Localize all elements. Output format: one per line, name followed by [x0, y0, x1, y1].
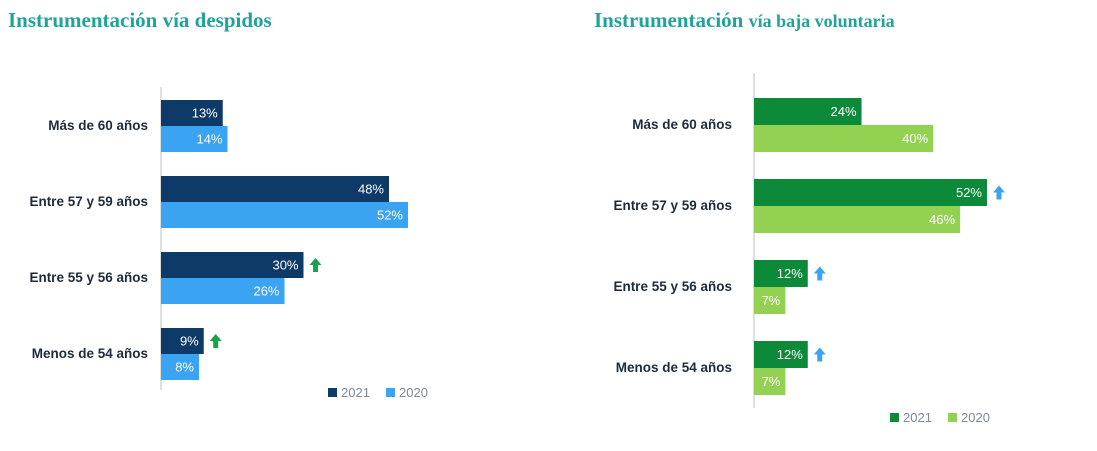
bar-2020-menos-de-54-anos	[161, 354, 199, 380]
bar-2020-entre-55-y-56-anos	[161, 278, 285, 304]
value-label-2021-entre-55-y-56-anos: 30%	[272, 258, 298, 273]
increase-arrow-icon-entre-55-y-56-anos	[309, 258, 322, 272]
value-label-2020-mas-de-60-anos: 40%	[902, 131, 928, 146]
value-label-2020-menos-de-54-anos: 8%	[175, 360, 194, 375]
bar-2021-entre-57-y-59-anos	[754, 179, 987, 206]
bar-2020-entre-57-y-59-anos	[161, 202, 408, 228]
bar-2020-mas-de-60-anos	[161, 126, 228, 152]
category-label-mas-de-60-anos: Más de 60 años	[632, 117, 732, 132]
value-label-2020-entre-57-y-59-anos: 52%	[377, 208, 403, 223]
chart-title-baja-suffix: vía baja voluntaria	[748, 11, 895, 31]
bar-2021-menos-de-54-anos	[754, 341, 808, 368]
value-label-2020-entre-57-y-59-anos: 46%	[929, 212, 955, 227]
legend-label-2021: 2021	[341, 385, 370, 400]
category-label-entre-57-y-59-anos: Entre 57 y 59 años	[613, 198, 732, 213]
value-label-2021-entre-57-y-59-anos: 52%	[956, 185, 982, 200]
increase-arrow-icon-menos-de-54-anos	[209, 334, 222, 348]
value-label-2021-menos-de-54-anos: 9%	[180, 334, 199, 349]
category-label-menos-de-54-anos: Menos de 54 años	[616, 360, 732, 375]
bar-2020-mas-de-60-anos	[754, 125, 934, 152]
bar-2021-mas-de-60-anos	[161, 100, 223, 126]
value-label-2021-entre-57-y-59-anos: 48%	[358, 182, 384, 197]
category-label-menos-de-54-anos: Menos de 54 años	[32, 346, 148, 361]
bar-2021-entre-55-y-56-anos	[754, 260, 808, 287]
bar-2020-menos-de-54-anos	[754, 368, 786, 395]
increase-arrow-icon-entre-55-y-56-anos	[813, 266, 826, 281]
bar-2021-mas-de-60-anos	[754, 98, 862, 125]
legend-swatch-2021	[890, 413, 899, 422]
value-label-2020-entre-55-y-56-anos: 7%	[762, 293, 781, 308]
legend-swatch-2020	[948, 413, 957, 422]
chart-title-baja-voluntaria: Instrumentación vía baja voluntaria	[594, 8, 895, 33]
chart-title-despidos: Instrumentación vía despidos	[8, 8, 272, 33]
category-label-entre-55-y-56-anos: Entre 55 y 56 años	[29, 270, 148, 285]
legend-label-2020: 2020	[399, 385, 428, 400]
legend-label-2020: 2020	[961, 410, 990, 425]
legend-swatch-2020	[386, 388, 395, 397]
value-label-2020-menos-de-54-anos: 7%	[762, 374, 781, 389]
legend-label-2021: 2021	[903, 410, 932, 425]
value-label-2021-entre-55-y-56-anos: 12%	[777, 266, 803, 281]
bar-2021-entre-55-y-56-anos	[161, 252, 304, 278]
value-label-2021-menos-de-54-anos: 12%	[777, 347, 803, 362]
chart-title-baja-main: Instrumentación	[594, 8, 744, 32]
chart-title-despidos-text: Instrumentación vía despidos	[8, 8, 272, 32]
increase-arrow-icon-menos-de-54-anos	[813, 347, 826, 362]
bar-2021-menos-de-54-anos	[161, 328, 204, 354]
bar-2020-entre-55-y-56-anos	[754, 287, 786, 314]
value-label-2021-mas-de-60-anos: 24%	[831, 104, 857, 119]
bar-2021-entre-57-y-59-anos	[161, 176, 389, 202]
category-label-mas-de-60-anos: Más de 60 años	[48, 118, 148, 133]
value-label-2020-entre-55-y-56-anos: 26%	[253, 284, 279, 299]
value-label-2021-mas-de-60-anos: 13%	[192, 106, 218, 121]
category-label-entre-55-y-56-anos: Entre 55 y 56 años	[613, 279, 732, 294]
increase-arrow-icon-entre-57-y-59-anos	[993, 185, 1005, 200]
value-label-2020-mas-de-60-anos: 14%	[196, 132, 222, 147]
category-label-entre-57-y-59-anos: Entre 57 y 59 años	[29, 194, 148, 209]
bar-2020-entre-57-y-59-anos	[754, 206, 961, 233]
legend-swatch-2021	[328, 388, 337, 397]
